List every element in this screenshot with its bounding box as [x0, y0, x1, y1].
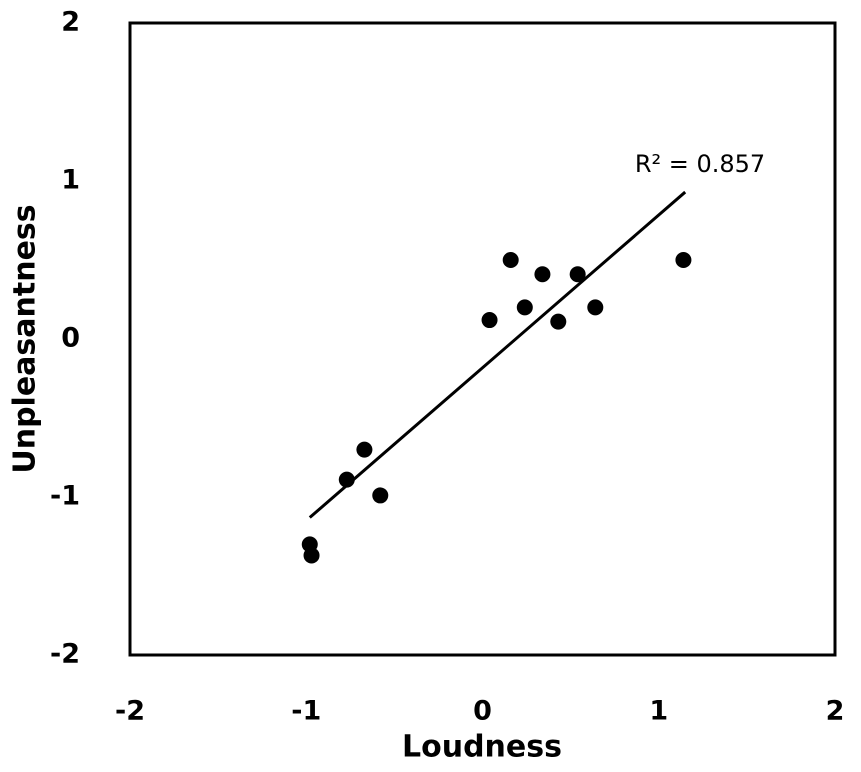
trendline [308, 190, 687, 519]
y-tick-label: 0 [61, 323, 80, 354]
data-point [502, 252, 519, 268]
data-point [569, 266, 586, 283]
data-point [303, 547, 320, 564]
data-point [356, 441, 373, 458]
data-point [516, 299, 533, 316]
x-tick-label: 0 [473, 696, 492, 727]
data-point [481, 312, 498, 329]
plot-frame [128, 21, 837, 657]
y-tick-label: 2 [61, 7, 80, 38]
y-axis-label: Unpleasantness [8, 204, 43, 473]
data-point [587, 299, 604, 316]
annotation: R² = 0.857 [635, 150, 765, 178]
data-point [534, 266, 551, 283]
y-tick-label: -2 [50, 639, 80, 670]
data-point [675, 252, 692, 268]
x-tick-label: -2 [115, 696, 145, 727]
data-point [338, 471, 355, 488]
x-tick-label: 2 [826, 696, 845, 727]
x-tick-label: 1 [649, 696, 668, 727]
y-tick-label: -1 [50, 481, 80, 512]
x-tick-label: -1 [291, 696, 321, 727]
data-point [550, 313, 567, 330]
y-tick-label: 1 [61, 165, 80, 196]
x-axis-label: Loudness [402, 730, 562, 765]
data-point [372, 487, 389, 504]
